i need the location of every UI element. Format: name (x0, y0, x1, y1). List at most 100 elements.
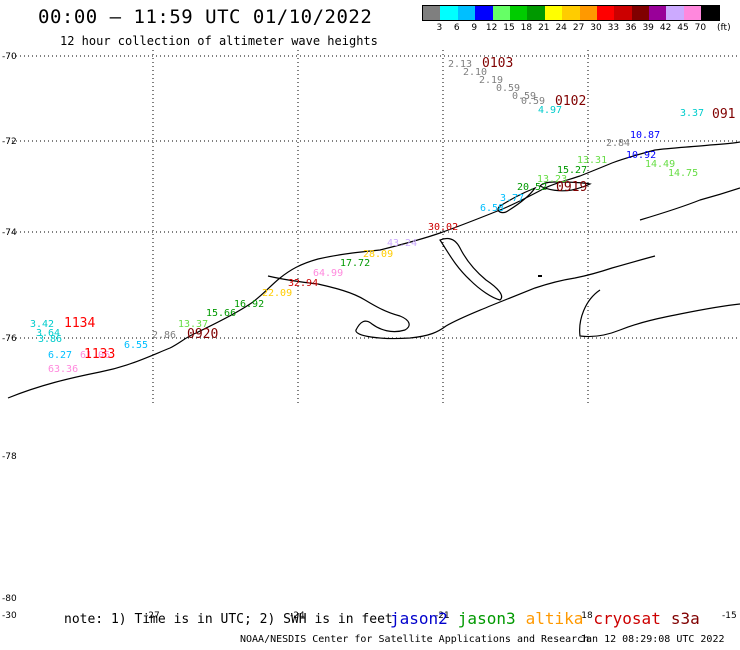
latitude-label: -74 (2, 228, 17, 238)
legend-label: 3 (436, 23, 443, 33)
pass-time-label: 1133 (84, 347, 115, 362)
wave-height-label: 22.09 (262, 288, 292, 299)
wave-height-label: 3.77 (500, 193, 524, 204)
legend-label: 24 (555, 23, 567, 33)
wave-height-label: 3.64 (36, 328, 60, 339)
wave-height-label: 15.27 (557, 165, 587, 176)
longitude-label: -18 (578, 611, 593, 621)
legend-label: 39 (642, 23, 654, 33)
wave-height-label: 43.24 (387, 238, 417, 249)
legend-swatch (492, 6, 510, 20)
legend-label: 36 (625, 23, 637, 33)
wave-height-label: 63.36 (48, 364, 78, 375)
legend-label: 42 (659, 23, 672, 33)
latitude-label: -76 (2, 334, 17, 344)
legend-swatch (683, 6, 702, 20)
wave-height-label: 15.66 (206, 308, 236, 319)
wave-height-label: 14.75 (668, 168, 698, 179)
wave-height-label: 0.59 (512, 91, 536, 102)
island-dot (538, 275, 542, 277)
satellite-name: jason3 (457, 609, 516, 628)
legend-label: 6 (453, 23, 460, 33)
latitude-label: -80 (2, 594, 17, 604)
wave-height-label: 2.13 (448, 59, 472, 70)
wave-height-label: 2.19 (479, 75, 503, 86)
wave-height-label: 0.59 (496, 83, 520, 94)
legend-swatch (596, 6, 615, 20)
wave-height-label: 10.87 (630, 130, 660, 141)
page-title: 00:00 – 11:59 UTC 01/10/2022 (38, 6, 373, 28)
legend-swatch (527, 6, 545, 20)
longitude-label: -30 (2, 611, 17, 621)
wave-height-label: 61.06 (80, 350, 110, 361)
pass-time-label: 1134 (64, 316, 95, 331)
latitude-label: -70 (2, 52, 17, 62)
graticule (8, 50, 740, 405)
legend-swatch (614, 6, 632, 20)
legend-label: 30 (590, 23, 602, 33)
wave-height-label: 20.52 (517, 182, 547, 193)
wave-height-label: 2.86 (152, 330, 176, 341)
latitude-label: -78 (2, 452, 17, 462)
wave-height-label: 17.72 (340, 258, 370, 269)
pass-time-label: 0920 (187, 327, 218, 342)
legend-unit: (ft) (717, 23, 731, 33)
pass-time-labels: 0103 0102 0919 0920 1134 1133 091 (64, 56, 735, 362)
legend-swatch (631, 6, 650, 20)
credit-text: NOAA/NESDIS Center for Satellite Applica… (240, 634, 590, 645)
legend-swatch (423, 6, 441, 20)
wave-height-label: 3.37 (680, 108, 704, 119)
longitude-labels: -30 -27 -24 -21 -18 -15 (2, 611, 737, 621)
wave-height-labels: 2.132.102.190.590.590.594.97 3.372.8410.8… (30, 59, 704, 375)
wave-height-label: 32.94 (288, 278, 318, 289)
satellite-name: altika (525, 609, 584, 628)
coastline (7, 141, 740, 399)
legend-swatch (457, 6, 476, 20)
legend-swatch (562, 6, 580, 20)
satellite-name: jason2 (390, 609, 448, 628)
pass-time-label: 091 (712, 107, 735, 122)
legend-label: 27 (572, 23, 585, 33)
longitude-label: -24 (290, 611, 305, 621)
legend-swatch (544, 6, 563, 20)
page-subtitle: 12 hour collection of altimeter wave hei… (60, 34, 378, 48)
wave-height-label: 6.58 (480, 203, 504, 214)
wave-height-label: 2.10 (463, 67, 487, 78)
longitude-label: -27 (145, 611, 160, 621)
legend-labels: 3 6 9 12 15 18 21 24 27 30 33 36 39 42 45 70 (ft) (422, 23, 731, 35)
wave-height-label: 13.37 (178, 319, 208, 330)
pass-time-label: 0103 (482, 56, 513, 71)
wave-height-label: 16.92 (234, 299, 264, 310)
wave-height-label: 30.02 (428, 222, 458, 233)
legend-swatch (666, 6, 684, 20)
legend-swatch (475, 6, 493, 20)
wave-height-label: 6.27 (48, 350, 72, 361)
wave-height-label: 6.55 (124, 340, 148, 351)
wave-height-label: 13.23 (537, 174, 567, 185)
legend-swatches (422, 5, 720, 21)
satellite-name: cryosat (593, 609, 661, 628)
longitude-label: -15 (722, 611, 737, 621)
latitude-label: -72 (2, 137, 17, 147)
legend-swatch (649, 6, 667, 20)
wave-height-label: 0.59 (521, 96, 545, 107)
satellite-legend: jason2 jason3 altika cryosat s3a (390, 609, 700, 628)
pass-time-label: 0102 (555, 94, 586, 109)
wave-height-label: 2.84 (606, 138, 630, 149)
wave-height-label: 14.49 (645, 159, 675, 170)
legend-label: 18 (520, 23, 533, 33)
legend-swatch (579, 6, 597, 20)
legend-label: 45 (677, 23, 689, 33)
wave-height-label: 64.99 (313, 268, 343, 279)
legend-label: 12 (485, 23, 498, 33)
wave-height-label: 13.31 (577, 155, 607, 166)
wave-height-label: 4.97 (538, 105, 562, 116)
longitude-label: -21 (435, 611, 450, 621)
satellite-name: s3a (670, 609, 700, 628)
legend-label: 33 (607, 23, 620, 33)
wave-height-label: 28.09 (363, 249, 393, 260)
legend-label: 15 (503, 23, 515, 33)
legend-swatch (509, 6, 528, 20)
color-legend: 3 6 9 12 15 18 21 24 27 30 33 36 39 42 45 70 (ft) (422, 5, 731, 35)
